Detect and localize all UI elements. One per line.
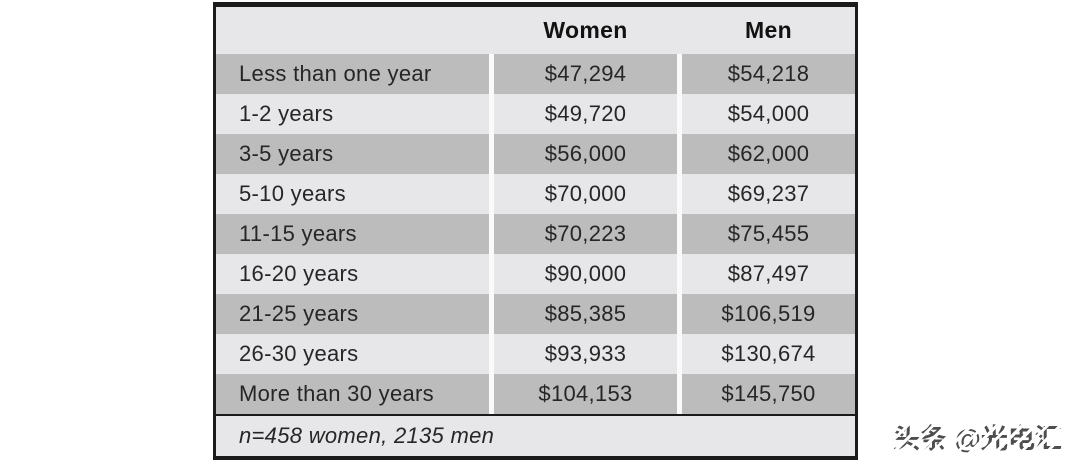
sample-size-note: n=458 women, 2135 men bbox=[239, 423, 495, 448]
row-label: Less than one year bbox=[239, 61, 432, 86]
women-value: $47,294 bbox=[489, 54, 677, 94]
women-value: $104,153 bbox=[489, 374, 677, 414]
men-value: $62,000 bbox=[677, 134, 855, 174]
women-value: $56,000 bbox=[489, 134, 677, 174]
table-row: 3-5 years $56,000 $62,000 bbox=[216, 134, 855, 174]
row-label: 26-30 years bbox=[239, 341, 359, 366]
row-label: 5-10 years bbox=[239, 181, 346, 206]
header-cell-women: Women bbox=[543, 17, 628, 43]
men-value: $75,455 bbox=[677, 214, 855, 254]
men-value: $106,519 bbox=[677, 294, 855, 334]
header-cell-empty bbox=[216, 7, 489, 54]
women-value: $70,223 bbox=[489, 214, 677, 254]
row-label: 11-15 years bbox=[239, 221, 357, 246]
women-value: $70,000 bbox=[489, 174, 677, 214]
table-footnote-row: n=458 women, 2135 men bbox=[216, 416, 855, 456]
row-label: 21-25 years bbox=[239, 301, 359, 326]
men-value: $145,750 bbox=[677, 374, 855, 414]
women-value: $90,000 bbox=[489, 254, 677, 294]
toutiao-watermark: 头条 @光电汇 bbox=[893, 417, 1062, 456]
row-label: 1-2 years bbox=[239, 101, 334, 126]
table-row: 11-15 years $70,223 $75,455 bbox=[216, 214, 855, 254]
women-value: $93,933 bbox=[489, 334, 677, 374]
table-row: 16-20 years $90,000 $87,497 bbox=[216, 254, 855, 294]
table-row: 5-10 years $70,000 $69,237 bbox=[216, 174, 855, 214]
table-row: More than 30 years $104,153 $145,750 bbox=[216, 374, 855, 414]
table-row: 26-30 years $93,933 $130,674 bbox=[216, 334, 855, 374]
men-value: $87,497 bbox=[677, 254, 855, 294]
men-value: $69,237 bbox=[677, 174, 855, 214]
women-value: $85,385 bbox=[489, 294, 677, 334]
row-label: 16-20 years bbox=[239, 261, 359, 286]
header-cell-men: Men bbox=[745, 17, 792, 43]
men-value: $130,674 bbox=[677, 334, 855, 374]
salary-table: Women Men Less than one year $47,294 $54… bbox=[213, 2, 858, 460]
men-value: $54,218 bbox=[677, 54, 855, 94]
footnote-divider bbox=[216, 414, 855, 416]
row-label: 3-5 years bbox=[239, 141, 334, 166]
table-row: 21-25 years $85,385 $106,519 bbox=[216, 294, 855, 334]
table-row: Less than one year $47,294 $54,218 bbox=[216, 54, 855, 94]
row-label: More than 30 years bbox=[239, 381, 434, 406]
men-value: $54,000 bbox=[677, 94, 855, 134]
women-value: $49,720 bbox=[489, 94, 677, 134]
table-header-row: Women Men bbox=[216, 7, 855, 54]
table-row: 1-2 years $49,720 $54,000 bbox=[216, 94, 855, 134]
